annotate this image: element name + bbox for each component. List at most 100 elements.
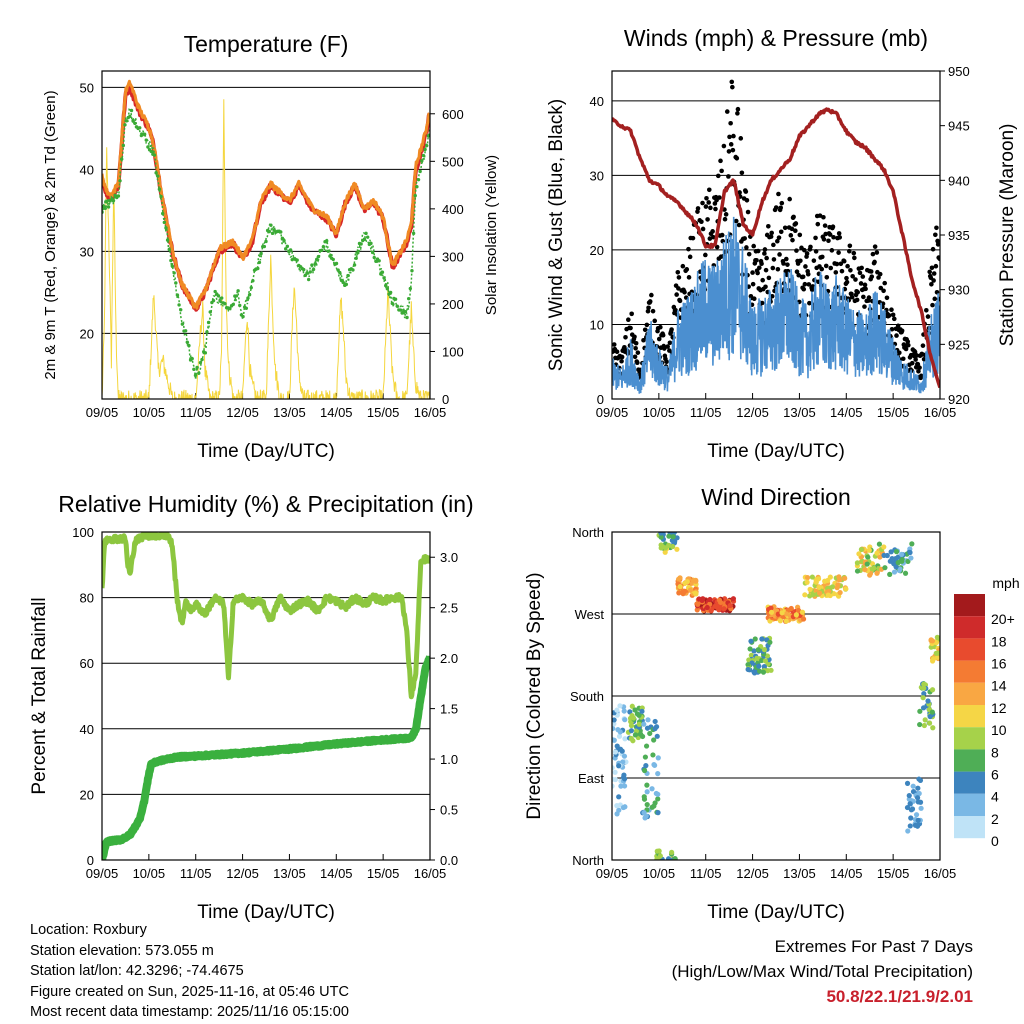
direction-point [783, 611, 789, 617]
y-tick-label: East [578, 771, 604, 786]
gust-point [845, 263, 850, 269]
gust-point [790, 237, 795, 243]
gust-point [802, 281, 808, 287]
gust-point [667, 340, 673, 346]
y-tick-label: 10 [590, 317, 604, 332]
gust-point [868, 269, 874, 274]
direction-point [655, 755, 661, 761]
dewpoint-point [238, 303, 242, 308]
x-tick-label: 13/05 [783, 866, 816, 881]
colorbar-label: 6 [991, 767, 999, 783]
direction-point [747, 646, 753, 652]
dewpoint-point [359, 242, 363, 246]
gust-point [680, 263, 686, 269]
y2-tick-label: 0.0 [440, 853, 458, 868]
gust-point [872, 259, 877, 265]
gust-point [733, 218, 739, 224]
gust-point [822, 223, 828, 228]
direction-point [891, 569, 898, 575]
direction-point [644, 789, 650, 795]
gust-point [730, 84, 735, 90]
dewpoint-point [197, 371, 201, 375]
direction-point [690, 578, 696, 584]
gust-point [745, 209, 751, 215]
gust-point [777, 252, 782, 257]
colorbar-swatch [954, 638, 985, 661]
direction-point [651, 762, 657, 768]
dewpoint-point [165, 238, 170, 242]
direction-point [897, 566, 903, 572]
y-tick-label: North [572, 525, 604, 540]
direction-point [622, 717, 628, 723]
dewpoint-point [138, 126, 142, 130]
dewpoint-point [418, 169, 422, 174]
y2-axis-label: Solar Insolation (Yellow) [483, 155, 500, 315]
colorbar-label: 18 [991, 633, 1007, 649]
direction-point [632, 707, 638, 713]
direction-point [632, 732, 639, 738]
direction-point [676, 576, 682, 582]
y-tick-label: 40 [590, 94, 604, 109]
dewpoint-point [180, 322, 185, 326]
direction-point [783, 618, 789, 624]
gust-point [710, 229, 715, 234]
direction-point [881, 544, 887, 550]
y-tick-label: 40 [80, 162, 94, 177]
gust-point [770, 265, 776, 271]
direction-point [921, 691, 927, 697]
y2-tick-label: 2.5 [440, 601, 458, 616]
dewpoint-point [149, 149, 153, 154]
dewpoint-point [249, 285, 253, 290]
direction-point [908, 807, 915, 813]
dewpoint-point [344, 282, 349, 287]
gust-point [806, 282, 812, 287]
dewpoint-point [370, 250, 375, 255]
dewpoint-point [408, 286, 413, 291]
direction-point [730, 596, 737, 602]
gust-point [924, 307, 929, 313]
dewpoint-point [146, 145, 150, 149]
temperature-9m-line [102, 79, 430, 310]
y-tick-label: 40 [80, 722, 94, 737]
precipitation-line [102, 655, 430, 860]
y2-tick-label: 945 [948, 119, 970, 134]
wind-direction-panel: Wind Direction Time (Day/UTC) 09/05 10/05 11… [524, 484, 956, 923]
y2-tick-label: 920 [948, 392, 970, 407]
gust-point [731, 133, 736, 139]
dewpoint-point [306, 277, 311, 282]
gust-point [791, 214, 796, 220]
y-tick-label: 30 [590, 168, 604, 183]
direction-point [655, 796, 661, 802]
gust-point [848, 268, 853, 273]
gust-point [802, 247, 807, 253]
gust-point [913, 357, 918, 362]
gust-point [824, 274, 830, 280]
direction-point [682, 588, 688, 594]
gust-point [813, 235, 818, 241]
gust-point [699, 219, 704, 225]
dewpoint-point [334, 261, 339, 266]
gust-point [826, 238, 831, 244]
dewpoint-point [425, 143, 429, 148]
x-tick-label: 09/05 [86, 405, 119, 420]
dewpoint-point [270, 231, 275, 236]
y2-tick-label: 1.5 [440, 702, 458, 717]
direction-point [622, 736, 628, 742]
gust-point [803, 264, 808, 269]
direction-point [777, 618, 783, 624]
direction-point [628, 722, 635, 729]
dewpoint-point [128, 114, 132, 119]
gust-point [906, 342, 911, 348]
gust-point [778, 229, 784, 235]
gust-point [870, 251, 876, 257]
direction-point [696, 596, 702, 602]
gust-point [784, 256, 789, 262]
gust-point [623, 334, 628, 340]
direction-point [644, 725, 651, 731]
direction-point [614, 811, 620, 817]
gust-point [754, 258, 759, 263]
direction-point [650, 752, 656, 758]
gust-point [763, 284, 768, 290]
dewpoint-point [382, 276, 386, 280]
direction-point [652, 718, 658, 725]
